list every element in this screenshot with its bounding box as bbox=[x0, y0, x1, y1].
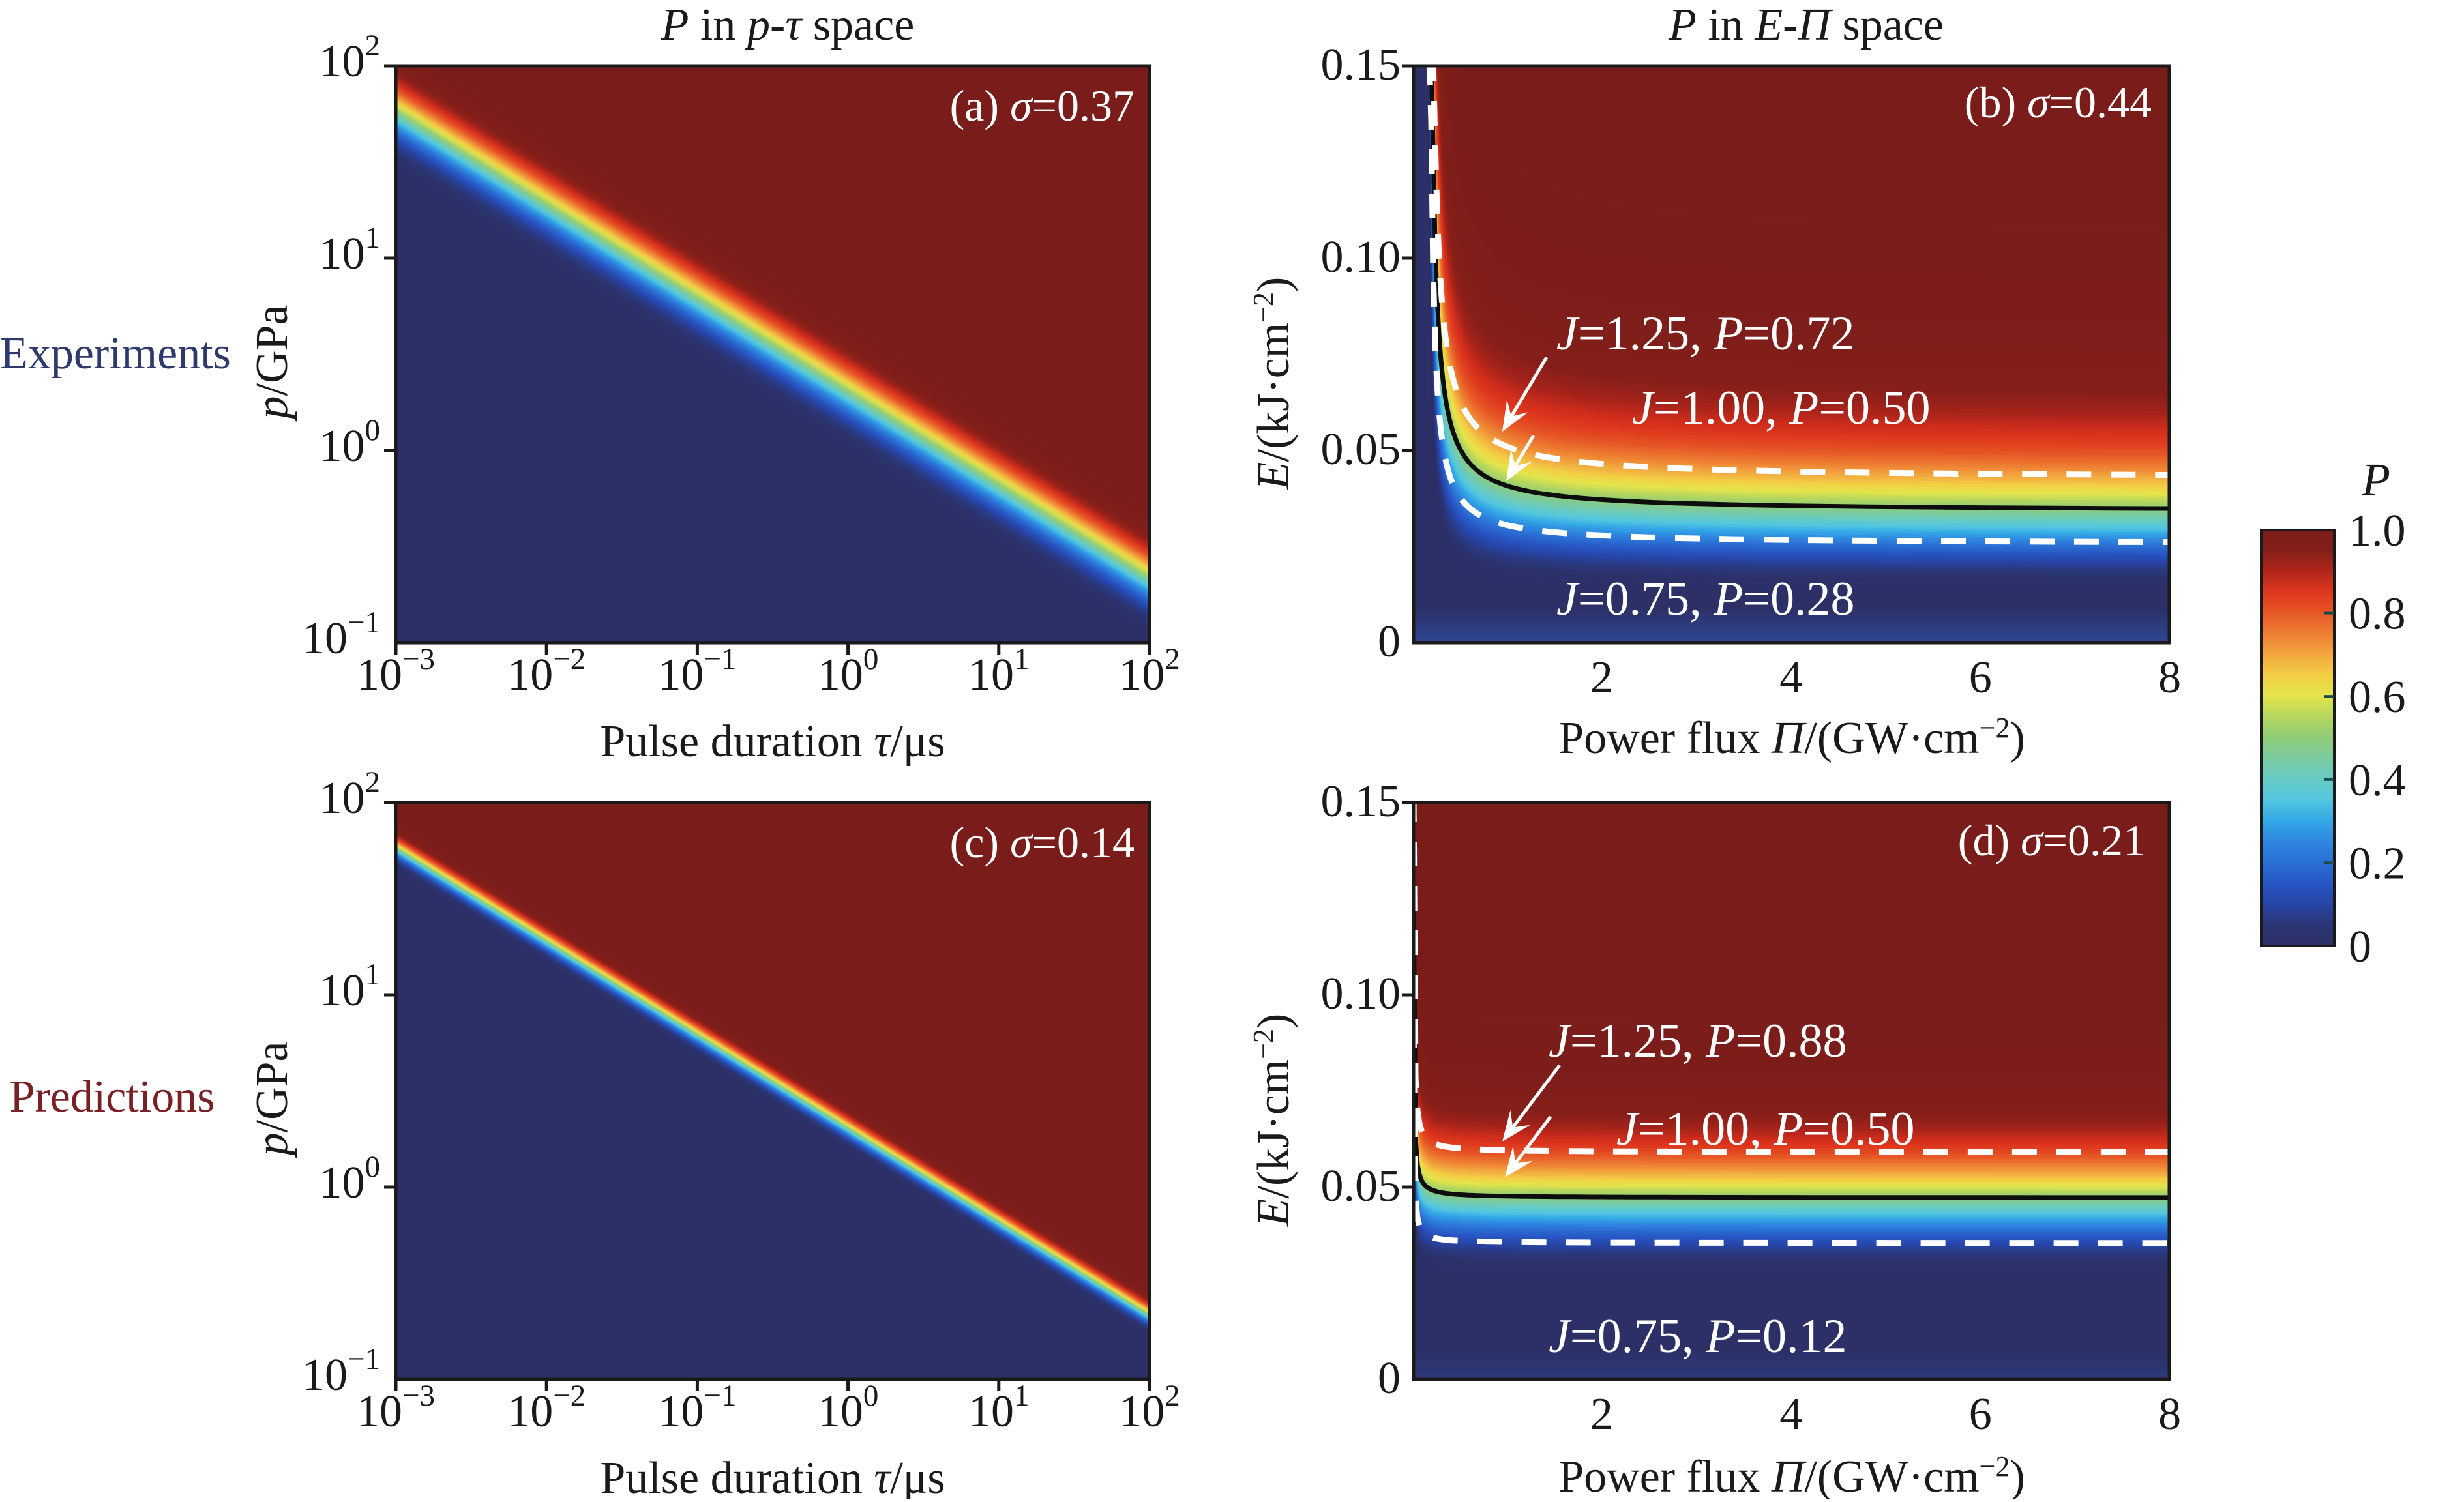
svg-text:0.2: 0.2 bbox=[2349, 838, 2406, 889]
svg-text:0: 0 bbox=[2349, 922, 2371, 972]
svg-text:(a) σ=0.37: (a) σ=0.37 bbox=[950, 81, 1135, 130]
svg-text:0.05: 0.05 bbox=[1321, 424, 1401, 475]
svg-text:8: 8 bbox=[2158, 1389, 2181, 1439]
svg-text:10−1: 10−1 bbox=[302, 606, 380, 664]
svg-text:Pulse duration τ/μs: Pulse duration τ/μs bbox=[600, 1453, 945, 1499]
svg-text:0: 0 bbox=[1378, 1353, 1401, 1404]
svg-text:(b) σ=0.44: (b) σ=0.44 bbox=[1965, 78, 2152, 127]
svg-text:0.8: 0.8 bbox=[2349, 589, 2406, 640]
svg-text:102: 102 bbox=[319, 765, 381, 823]
svg-text:p/GPa: p/GPa bbox=[247, 305, 297, 422]
svg-text:J=0.75, P=0.28: J=0.75, P=0.28 bbox=[1556, 572, 1855, 626]
svg-text:Predictions: Predictions bbox=[10, 1072, 215, 1122]
svg-text:2: 2 bbox=[1590, 653, 1613, 703]
svg-text:1.0: 1.0 bbox=[2349, 506, 2406, 556]
svg-text:J=1.00, P=0.50: J=1.00, P=0.50 bbox=[1632, 381, 1931, 435]
svg-text:J=0.75, P=0.12: J=0.75, P=0.12 bbox=[1549, 1310, 1847, 1363]
svg-text:P: P bbox=[2361, 454, 2390, 506]
svg-text:0.6: 0.6 bbox=[2349, 672, 2406, 722]
svg-text:J=1.00, P=0.50: J=1.00, P=0.50 bbox=[1616, 1102, 1915, 1156]
svg-text:Power flux Π/(GW·cm−2): Power flux Π/(GW·cm−2) bbox=[1558, 1450, 2025, 1499]
svg-text:0.10: 0.10 bbox=[1321, 232, 1401, 282]
svg-text:0.4: 0.4 bbox=[2349, 756, 2406, 806]
svg-text:6: 6 bbox=[1969, 1389, 1992, 1439]
svg-text:2: 2 bbox=[1590, 1389, 1613, 1439]
svg-text:J=1.25, P=0.88: J=1.25, P=0.88 bbox=[1549, 1014, 1847, 1068]
svg-text:J=1.25, P=0.72: J=1.25, P=0.72 bbox=[1556, 307, 1855, 361]
svg-text:p/GPa: p/GPa bbox=[247, 1042, 297, 1159]
svg-text:0.05: 0.05 bbox=[1321, 1161, 1401, 1211]
svg-text:P in E-Π space: P in E-Π space bbox=[1668, 0, 1944, 50]
svg-text:0.15: 0.15 bbox=[1321, 776, 1401, 827]
svg-text:Power flux Π/(GW·cm−2): Power flux Π/(GW·cm−2) bbox=[1558, 712, 2025, 763]
svg-text:10−3: 10−3 bbox=[357, 642, 435, 700]
svg-text:4: 4 bbox=[1779, 1389, 1802, 1439]
svg-text:0: 0 bbox=[1378, 617, 1401, 667]
svg-text:6: 6 bbox=[1969, 653, 1992, 703]
svg-text:(c) σ=0.14: (c) σ=0.14 bbox=[950, 817, 1135, 867]
svg-text:0.15: 0.15 bbox=[1321, 40, 1401, 90]
svg-text:P in p-τ space: P in p-τ space bbox=[661, 0, 915, 50]
svg-text:(d) σ=0.21: (d) σ=0.21 bbox=[1958, 816, 2145, 865]
svg-text:Pulse duration τ/μs: Pulse duration τ/μs bbox=[600, 716, 945, 767]
svg-text:Experiments: Experiments bbox=[0, 329, 231, 379]
svg-text:0.10: 0.10 bbox=[1321, 969, 1401, 1019]
svg-text:10−2: 10−2 bbox=[507, 642, 586, 700]
svg-text:4: 4 bbox=[1779, 653, 1802, 703]
svg-text:8: 8 bbox=[2158, 653, 2181, 703]
svg-text:102: 102 bbox=[319, 29, 381, 87]
